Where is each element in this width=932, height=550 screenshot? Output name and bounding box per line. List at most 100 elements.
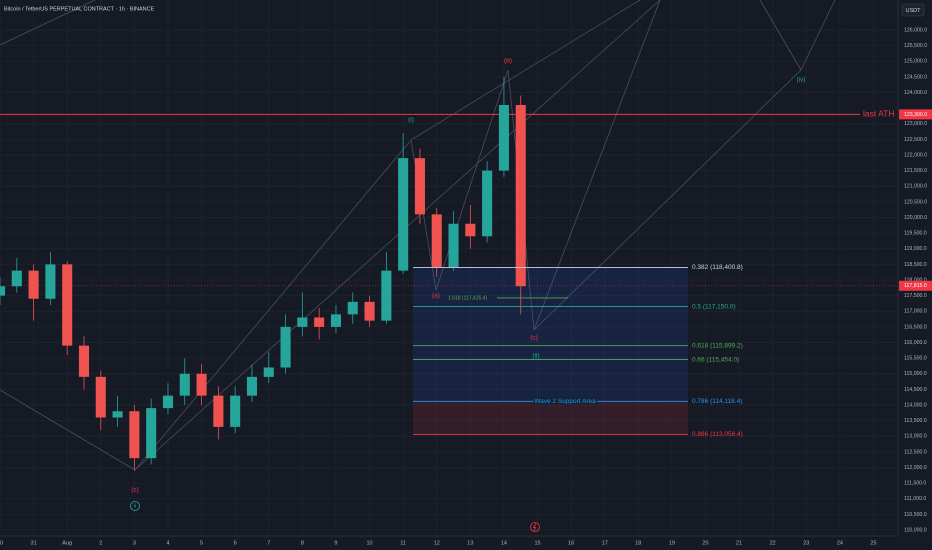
candle-body: [179, 373, 190, 396]
y-tick-label: 120,000.0: [904, 215, 927, 221]
x-tick-label: 11: [400, 540, 406, 546]
x-tick-label: 10: [366, 540, 372, 546]
candle-body: [95, 376, 106, 418]
candle-body: [45, 264, 56, 299]
wave-label: (iv): [796, 77, 805, 84]
candle-body: [314, 317, 325, 327]
candle-body: [213, 395, 224, 427]
last-price-label: 117,815.0: [904, 283, 927, 289]
y-tick-label: 115,000.0: [904, 371, 927, 377]
candle-body: [162, 395, 174, 409]
candle-body: [11, 270, 22, 287]
x-tick-label: 2: [99, 540, 102, 546]
y-tick-label: 120,500.0: [904, 199, 927, 205]
wave-label: (a): [432, 293, 440, 300]
support-zone: [413, 267, 688, 402]
x-tick-label: 8: [301, 540, 304, 546]
candle-body: [196, 373, 207, 396]
candle-body: [482, 170, 493, 237]
trend-line: [410, 0, 641, 141]
wave-line: [800, 0, 836, 71]
wave-label: (i): [408, 117, 414, 124]
candle-body: [280, 326, 291, 368]
x-tick-label: 14: [501, 540, 507, 546]
candle-body: [146, 408, 157, 459]
wave-label: (ii): [532, 353, 539, 360]
candle-body: [498, 105, 509, 171]
y-tick-label: 115,500.0: [904, 356, 927, 362]
x-tick-label: 17: [602, 540, 608, 546]
y-tick-label: 125,500.0: [904, 43, 927, 49]
chart-title: Bitcoin / TetherUS PERPETUAL CONTRACT · …: [4, 6, 155, 12]
candle-body: [330, 314, 341, 327]
x-tick-label: 30: [0, 540, 3, 546]
ath-axis-label: 123,300.0: [904, 112, 927, 118]
candles: [0, 76, 526, 471]
deep-zone: [413, 401, 688, 435]
wave-lines: [0, 0, 836, 471]
channel-line: [134, 0, 661, 471]
fib-label: 0.5 (117,150.0): [692, 303, 736, 310]
x-tick-label: 19: [669, 540, 675, 546]
y-tick-label: 124,500.0: [904, 74, 927, 80]
y-tick-label: 119,000.0: [904, 246, 927, 252]
candle-body: [246, 376, 258, 396]
candle-body: [112, 411, 123, 418]
candle-body: [28, 270, 39, 299]
x-tick-label: 22: [770, 540, 776, 546]
price-axis: [898, 0, 932, 550]
wave-line: [759, 0, 802, 71]
y-tick-label: 122,500.0: [904, 137, 927, 143]
y-tick-label: 118,500.0: [904, 262, 927, 268]
wave-label: ii: [134, 503, 136, 509]
y-tick-label: 119,500.0: [904, 231, 927, 237]
x-tick-label: 15: [534, 540, 540, 546]
y-tick-label: 113,000.0: [904, 434, 927, 440]
candle-body: [0, 286, 6, 296]
candle-body: [381, 270, 392, 321]
y-tick-label: 121,000.0: [904, 184, 927, 190]
x-tick-label: 5: [200, 540, 203, 546]
candle-body: [515, 105, 526, 287]
y-tick-label: 111,500.0: [904, 481, 926, 487]
x-tick-label: 20: [702, 540, 708, 546]
y-tick-label: 121,500.0: [904, 168, 927, 174]
overlays: 0.382 (118,400.8) 0.5 (117,150.0) 0.618 (1…: [130, 58, 895, 511]
candle-body: [78, 345, 90, 377]
axes: 110,000.0 110,500.0 111,000.0 111,500.0 112,…: [0, 27, 932, 546]
x-tick-label: 3: [133, 540, 136, 546]
x-tick-label: 7: [267, 540, 270, 546]
y-tick-label: 126,000.0: [904, 27, 927, 33]
candle-body: [297, 317, 308, 327]
y-tick-label: 116,000.0: [904, 340, 927, 346]
y-tick-label: 124,000.0: [904, 90, 927, 96]
y-tick-label: 112,500.0: [904, 449, 927, 455]
fib-label: 0.886 (113,058.4): [692, 431, 743, 438]
candle-body: [364, 301, 375, 321]
y-tick-label: 122,000.0: [904, 152, 927, 158]
support-label: Wave 2 Support Area: [534, 398, 596, 405]
y-tick-label: 116,500.0: [904, 324, 927, 330]
candle-body: [230, 395, 241, 427]
x-tick-label: 4: [166, 540, 169, 546]
currency: USDT: [906, 8, 922, 14]
fib-label: 0.786 (114,118.4): [692, 398, 742, 405]
candle-body: [414, 158, 425, 215]
last-price-box: [899, 280, 932, 291]
candle-body: [448, 223, 459, 268]
candle-body: [62, 264, 73, 346]
y-tick-label: 118,000.0: [904, 277, 927, 283]
fib-label: 0.382 (118,400.8): [692, 264, 743, 271]
y-tick-label: 117,000.0: [904, 309, 927, 315]
candle-body: [347, 301, 358, 315]
ath-axis-box: [899, 109, 932, 120]
candle-body: [263, 367, 274, 377]
x-tick-label: 21: [736, 540, 742, 546]
x-tick-label: 25: [870, 540, 876, 546]
x-tick-label: Aug: [62, 540, 72, 546]
candle-body: [398, 158, 409, 271]
x-tick-label: 16: [568, 540, 574, 546]
ath-text: last ATH: [863, 109, 895, 119]
y-tick-label: 123,000.0: [904, 121, 927, 127]
